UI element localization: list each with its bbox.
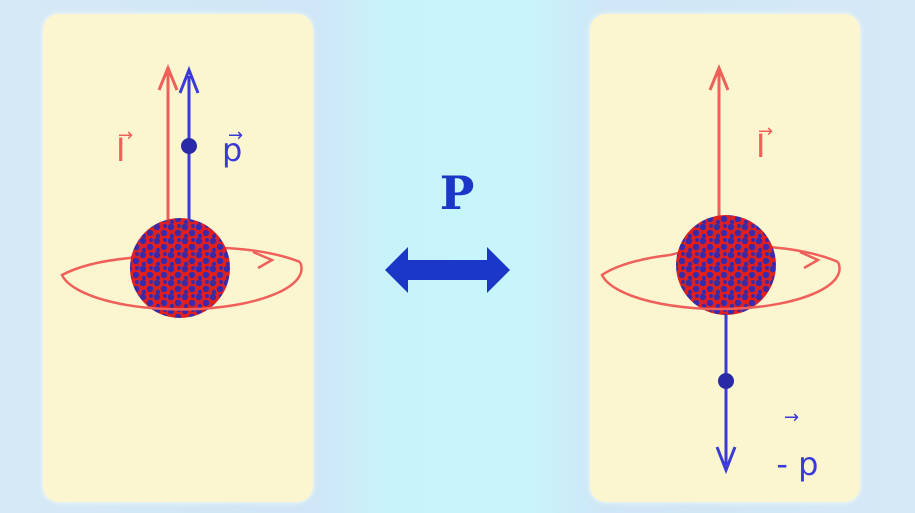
right-spin-arrow (708, 64, 730, 222)
right-spin-label: → I (756, 121, 774, 165)
left-momentum-arrow (178, 65, 200, 232)
left-orbit-front (60, 250, 303, 311)
left-spin-arrow (157, 64, 179, 232)
parity-operator-label: P (439, 166, 475, 220)
right-momentum-label: → - p (776, 407, 819, 483)
right-momentum-arrow (715, 310, 737, 475)
left-momentum-label: → p (222, 125, 244, 169)
right-nucleus (676, 215, 776, 315)
left-spin-label: → I (116, 125, 134, 169)
right-orbit-front (600, 250, 841, 311)
parity-double-arrow-icon (385, 247, 510, 293)
left-nucleus (130, 218, 230, 318)
